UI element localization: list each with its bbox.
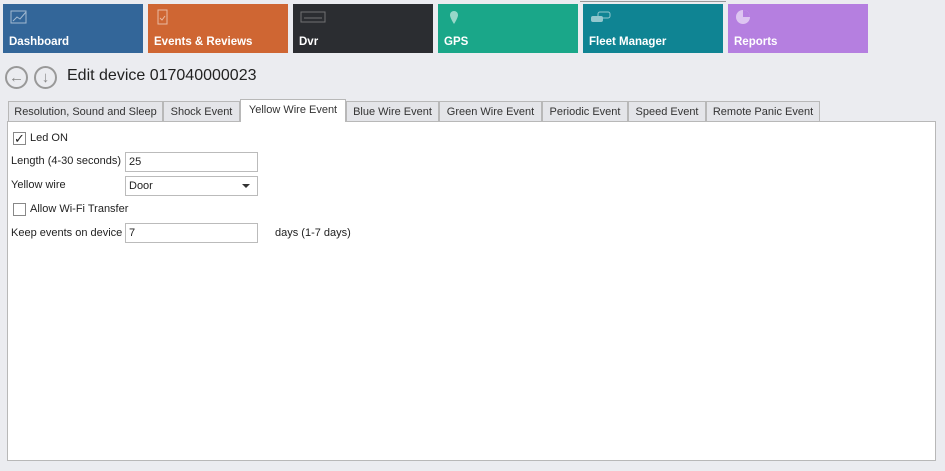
tab-green-wire-event[interactable]: Green Wire Event [439,101,542,122]
tab-blue-wire-event[interactable]: Blue Wire Event [346,101,439,122]
arrow-left-icon: ← [9,69,24,86]
checkmark-icon: ✓ [14,131,25,146]
tab-panel [7,121,936,461]
tab-periodic-event[interactable]: Periodic Event [542,101,628,122]
yellow-wire-label: Yellow wire [11,179,66,191]
tab-speed-event[interactable]: Speed Event [628,101,706,122]
tab-remote-panic-event[interactable]: Remote Panic Event [706,101,820,122]
chevron-down-icon [242,184,250,188]
chart-line-icon [10,10,27,24]
tile-label: Fleet Manager [589,36,667,48]
tile-label: Reports [734,36,778,48]
tile-label: Dashboard [9,36,70,48]
fleet-tile-indicator [580,1,726,2]
yellow-wire-value: Door [129,180,153,192]
length-input[interactable]: 25 [125,152,258,172]
keep-events-input[interactable]: 7 [125,223,258,243]
keep-events-label: Keep events on device [11,227,123,239]
tile-dvr[interactable]: Dvr [293,4,433,53]
tile-label: GPS [444,36,469,48]
map-pin-icon [450,11,458,24]
tile-reports[interactable]: Reports [728,4,868,53]
length-label: Length (4-30 seconds) [11,155,122,167]
tile-label: Events & Reviews [154,36,253,48]
wifi-transfer-label: Allow Wi-Fi Transfer [30,203,129,215]
down-button[interactable]: ↓ [34,66,57,89]
cars-icon [591,11,611,22]
yellow-wire-select[interactable]: Door [125,176,258,196]
tile-events-reviews[interactable]: Events & Reviews [148,4,288,53]
back-button[interactable]: ← [5,66,28,89]
tile-gps[interactable]: GPS [438,4,578,53]
arrow-down-icon: ↓ [41,69,50,86]
wifi-transfer-checkbox[interactable] [13,203,26,216]
keep-events-suffix: days (1-7 days) [275,227,351,239]
tile-fleet-manager[interactable]: Fleet Manager [583,4,723,53]
tile-label: Dvr [299,36,319,48]
tab-shock-event[interactable]: Shock Event [163,101,240,122]
pie-chart-icon [736,10,750,24]
tab-resolution-sound-sleep[interactable]: Resolution, Sound and Sleep [8,101,163,122]
led-on-checkbox[interactable]: ✓ [13,132,26,145]
led-on-label: Led ON [30,132,68,144]
page-title: Edit device 017040000023 [67,67,257,84]
dvr-icon [300,11,326,23]
tile-dashboard[interactable]: Dashboard [3,4,143,53]
tab-yellow-wire-event[interactable]: Yellow Wire Event [240,99,346,122]
clipboard-check-icon [157,9,168,25]
